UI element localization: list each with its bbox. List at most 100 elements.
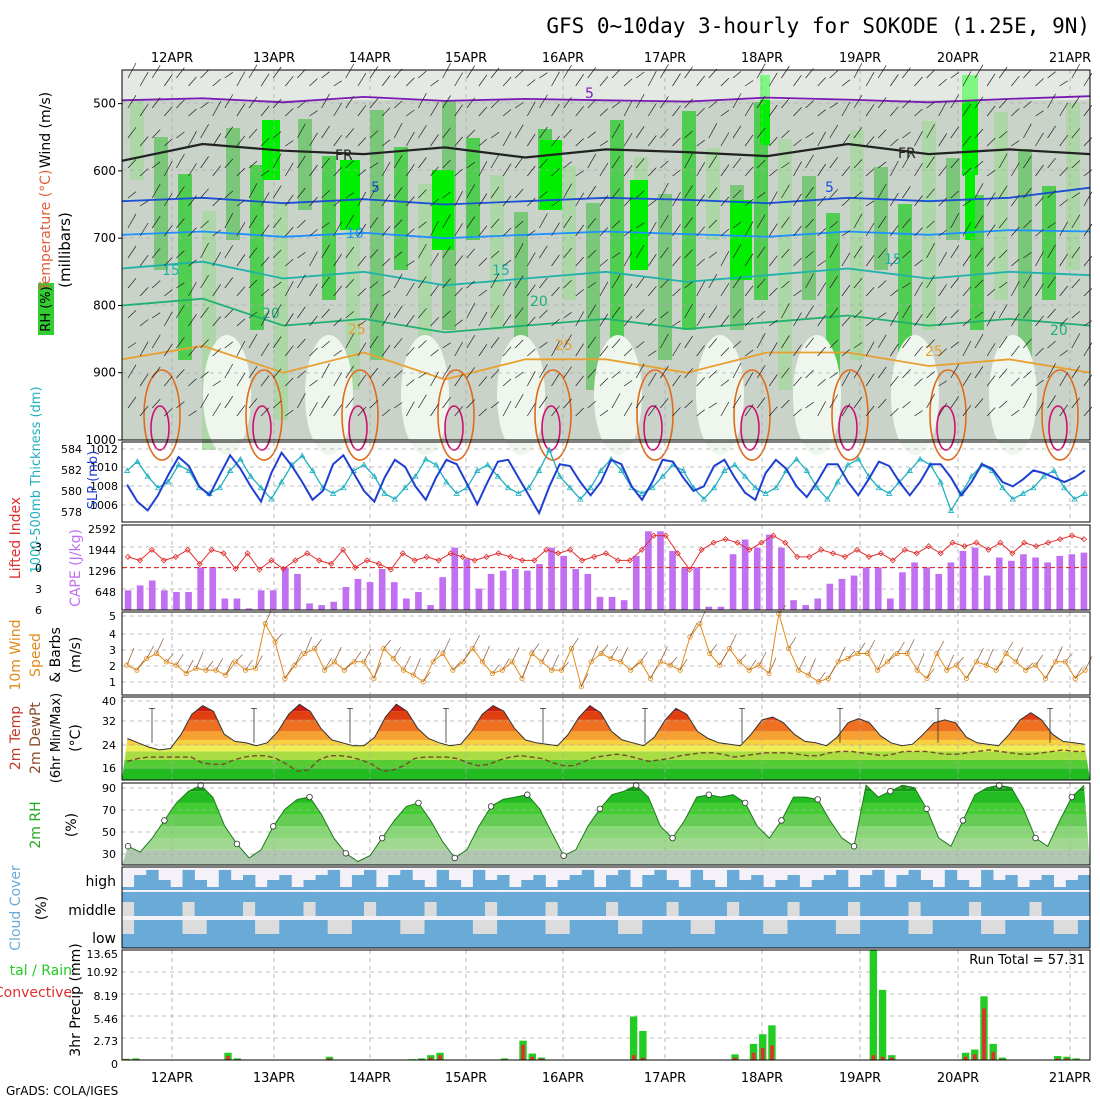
cloud-middle <box>460 892 474 916</box>
wind-barb <box>272 281 282 289</box>
wind-barb <box>442 246 451 259</box>
wind-barb <box>1059 350 1068 357</box>
wind-barb <box>466 334 476 349</box>
wind-barb <box>902 401 911 409</box>
wind-barb <box>793 344 802 357</box>
cloud-low <box>944 920 958 948</box>
wind-barb <box>708 370 718 379</box>
rh-point <box>778 817 785 824</box>
wind-barb <box>478 311 488 327</box>
wind-barb <box>333 80 342 87</box>
cape-tick: 2592 <box>88 523 116 536</box>
wind-barb <box>248 96 258 109</box>
wind-barb <box>829 221 839 229</box>
wind-barb <box>829 156 839 169</box>
li-point <box>1033 543 1040 550</box>
wind-barb <box>466 248 476 259</box>
wind-barb <box>478 289 488 297</box>
date-tick-top: 18APR <box>741 51 783 66</box>
precip-legend-1: tal / Rain <box>10 963 72 979</box>
wind-barb <box>151 398 161 409</box>
wind-barb <box>502 131 512 147</box>
thickness-point <box>154 484 162 491</box>
wind-barb-10m <box>768 657 777 674</box>
wind-barb <box>539 309 548 319</box>
cloud-low-label: low <box>92 931 116 947</box>
wind-barb <box>756 63 766 79</box>
cloud-middle <box>690 892 704 916</box>
cape-bar <box>790 600 797 610</box>
wind-barb <box>974 311 984 319</box>
wind-barb <box>478 344 488 357</box>
wind-barb <box>430 102 439 117</box>
thickness-point <box>360 461 368 468</box>
wind-barb <box>1023 252 1032 259</box>
isotherm-35 <box>252 405 272 451</box>
li-point <box>579 557 586 564</box>
temp-band <box>122 697 1090 703</box>
wind-barb <box>260 192 270 207</box>
wind-barb <box>877 97 887 109</box>
li-point <box>363 557 371 564</box>
cloud-high <box>799 887 812 890</box>
cloud-high <box>678 887 691 890</box>
thickness-point <box>834 478 841 485</box>
wind-barb <box>756 246 766 259</box>
wind-barb <box>333 253 342 267</box>
wind-barb <box>781 303 790 319</box>
wind-barb <box>527 230 536 237</box>
cloud-middle <box>497 892 510 916</box>
wind-barb-10m <box>442 638 451 654</box>
wind-barb <box>696 75 705 87</box>
wind-barb <box>333 285 342 297</box>
rh-legend-label: RH (%) <box>39 286 54 331</box>
wind-barb <box>599 313 609 327</box>
wind-barb <box>1035 229 1044 237</box>
wind-barb-10m <box>413 658 421 676</box>
wind-barb <box>877 366 887 379</box>
wind-barb <box>599 140 609 147</box>
wind-barb <box>587 67 597 79</box>
thickness-point <box>175 461 182 468</box>
wind-barb <box>914 259 923 267</box>
wind-barb <box>1083 374 1093 387</box>
cloud-low <box>690 934 704 948</box>
li-point <box>124 553 132 560</box>
wind-barb <box>781 65 790 79</box>
wind-barb <box>660 182 669 199</box>
wind-barb <box>127 245 137 259</box>
wind-barb <box>369 367 379 379</box>
li-point <box>184 546 191 553</box>
wind-barb <box>454 191 464 207</box>
wind-barb <box>841 403 851 417</box>
contour-label: 5 <box>585 86 594 102</box>
cloud-low <box>908 934 921 948</box>
wind-barb <box>1011 108 1020 117</box>
wind-barb <box>345 365 355 379</box>
wind-barb <box>1011 226 1020 237</box>
wind-barb <box>176 250 185 259</box>
precip-conv-bar <box>641 1057 645 1060</box>
isotherm-35 <box>348 405 368 451</box>
cape-bar <box>935 573 943 610</box>
cloud-middle-clear <box>908 902 921 916</box>
cape-bar <box>717 606 725 610</box>
precip-conv-bar <box>963 1056 968 1060</box>
wind-barb <box>393 219 403 229</box>
wind-barb-10m <box>1005 641 1014 654</box>
dewpoint-line <box>127 749 1085 773</box>
thickness-point <box>710 484 718 491</box>
thickness-point <box>494 472 502 479</box>
wind-barb <box>599 410 609 417</box>
wind-barb <box>587 304 597 319</box>
wind-barb <box>151 97 161 109</box>
wind-barb <box>406 282 415 297</box>
date-tick-bottom: 17APR <box>644 1071 686 1086</box>
wind-barb <box>551 222 560 237</box>
cloud-low <box>279 920 292 948</box>
wind-barb <box>998 249 1008 259</box>
wind-barb <box>551 254 560 267</box>
wind-barb-10m <box>956 656 964 666</box>
wind-barb <box>708 273 718 289</box>
wind-barb <box>139 104 149 117</box>
